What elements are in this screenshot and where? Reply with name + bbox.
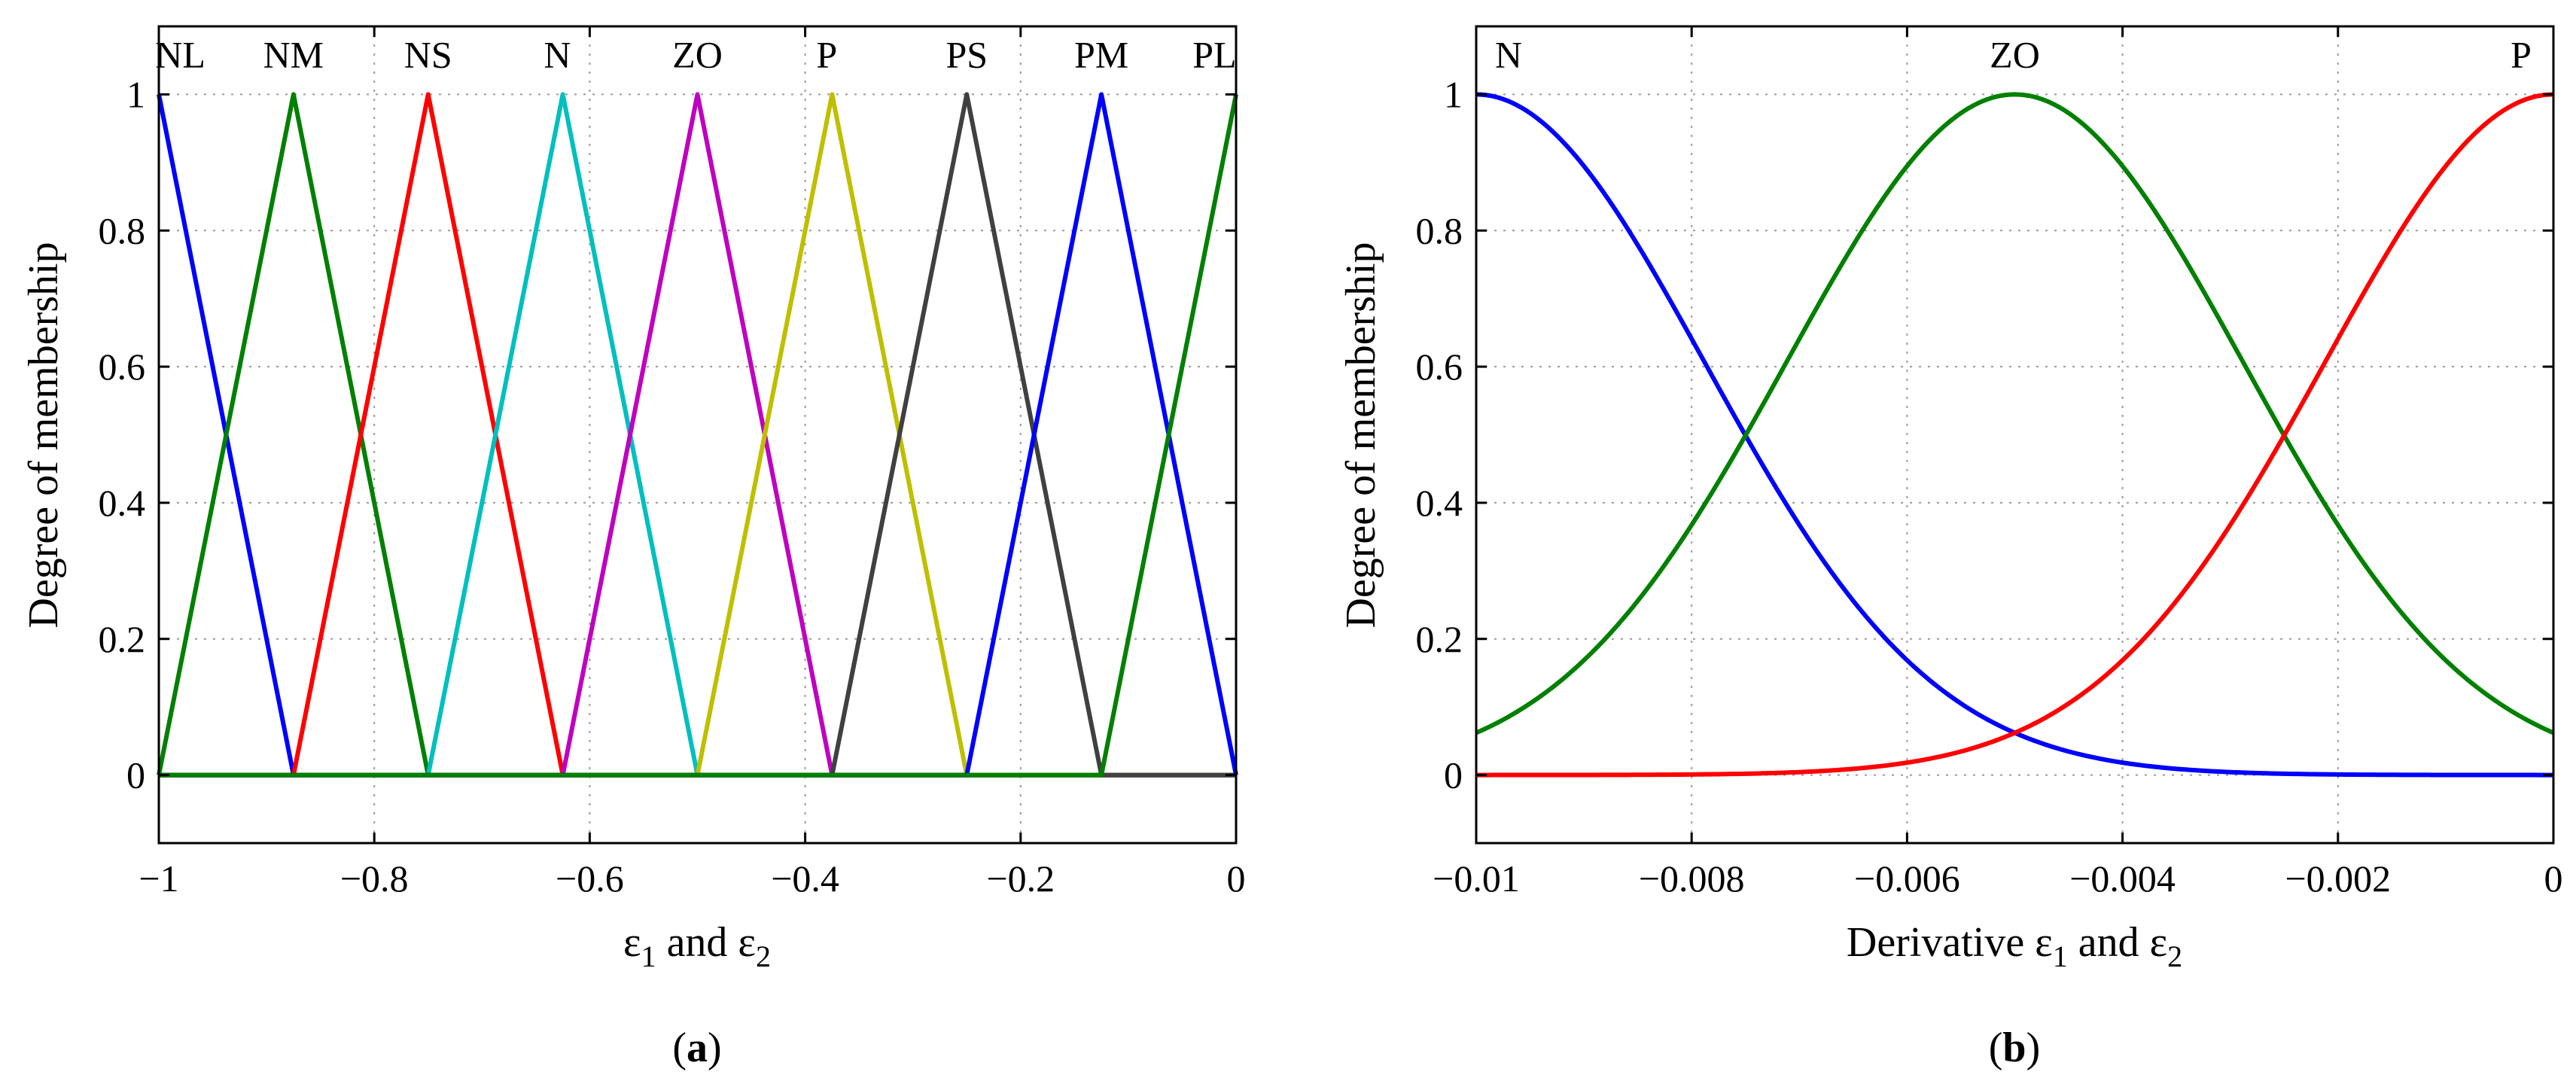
y-tick-label: 0: [1444, 754, 1463, 796]
membership-label-pl: PL: [1192, 33, 1236, 75]
membership-label-pm: PM: [1074, 33, 1128, 75]
series-line-p: [1476, 92, 2554, 778]
panel-a-membership-labels: NL NM NS N ZO P PS PM PL: [155, 33, 1236, 75]
panel-a-plot-frame: [157, 25, 1238, 845]
series-line-pl: [159, 93, 1238, 778]
y-tick-label: 0.6: [1416, 346, 1463, 388]
y-tick-label: 0: [126, 754, 145, 796]
membership-label-nl: NL: [155, 33, 206, 75]
y-tick-label: 1: [1444, 73, 1463, 115]
panel-a-ticks: −1 −0.8 −0.6 −0.4 −0.2 0 0 0.2 0.4 0.6 0.8 1: [99, 26, 1246, 900]
series-line-n: [159, 92, 1236, 778]
y-tick-label: 1: [126, 73, 145, 115]
series-line-zo: [1475, 92, 2555, 735]
x-tick-label: −0.2: [986, 857, 1055, 900]
membership-label-ns: NS: [404, 33, 452, 75]
x-tick-label: 0: [2544, 857, 2563, 900]
panel-a-grid: [159, 26, 1236, 843]
panel-b-membership-labels: N ZO P: [1495, 33, 2532, 75]
membership-label-zo: ZO: [1990, 33, 2040, 75]
x-tick-label: −1: [139, 857, 178, 900]
series-line-pm: [159, 92, 1238, 778]
x-tick-label: −0.01: [1433, 857, 1520, 900]
membership-label-ps: PS: [945, 33, 988, 75]
membership-label-p: P: [816, 33, 837, 75]
series-line-ns: [159, 92, 1236, 778]
panel-a-x-axis-label: ε1 and ε2: [623, 919, 771, 973]
y-tick-label: 0.2: [1416, 618, 1463, 660]
x-tick-label: −0.002: [2285, 857, 2391, 900]
x-tick-label: −0.006: [1854, 857, 1960, 900]
panel-a: −1 −0.8 −0.6 −0.4 −0.2 0 0 0.2 0.4 0.6 0.8 1 NL NM NS…: [20, 25, 1246, 1071]
panel-b-y-axis-label: Degree of membership: [1338, 242, 1384, 628]
series-line-nm: [157, 92, 1236, 778]
series-line-zo: [159, 92, 1236, 778]
x-tick-label: −0.004: [2069, 857, 2176, 900]
series-line-nl: [157, 93, 1236, 778]
membership-label-nm: NM: [263, 33, 324, 75]
series-line-p: [159, 92, 1236, 778]
x-tick-label: −0.008: [1639, 857, 1745, 900]
y-tick-label: 0.8: [1416, 209, 1463, 251]
membership-label-zo: ZO: [672, 33, 723, 75]
panel-a-y-axis-label: Degree of membership: [20, 242, 67, 628]
panel-a-curves: [157, 92, 1238, 778]
panel-b: −0.01 −0.008 −0.006 −0.004 −0.002 0 0 0.2 0.4 0.6…: [1338, 25, 2563, 1071]
x-tick-label: −0.6: [556, 857, 624, 900]
membership-label-n: N: [544, 33, 571, 75]
series-line-n: [1475, 92, 2553, 778]
x-tick-label: 0: [1227, 857, 1246, 900]
y-tick-label: 0.4: [1416, 482, 1463, 524]
panel-a-caption: (a): [672, 1025, 721, 1071]
y-tick-label: 0.2: [99, 618, 146, 660]
y-tick-label: 0.8: [99, 209, 146, 251]
panel-b-ticks: −0.01 −0.008 −0.006 −0.004 −0.002 0 0 0.2 0.4 0.6…: [1416, 26, 2563, 900]
y-tick-label: 0.6: [99, 346, 146, 388]
membership-label-p: P: [2511, 33, 2532, 75]
panel-b-plot-frame: [1475, 25, 2555, 845]
x-tick-label: −0.4: [771, 857, 839, 900]
series-line-ps: [159, 92, 1236, 778]
x-tick-label: −0.8: [340, 857, 409, 900]
panel-b-curves: [1475, 92, 2555, 778]
y-tick-label: 0.4: [99, 482, 146, 524]
panel-b-grid: [1476, 26, 2553, 843]
membership-label-n: N: [1495, 33, 1522, 75]
panel-b-x-axis-label: Derivative ε1 and ε2: [1847, 919, 2182, 973]
panel-b-caption: (b): [1989, 1025, 2040, 1071]
